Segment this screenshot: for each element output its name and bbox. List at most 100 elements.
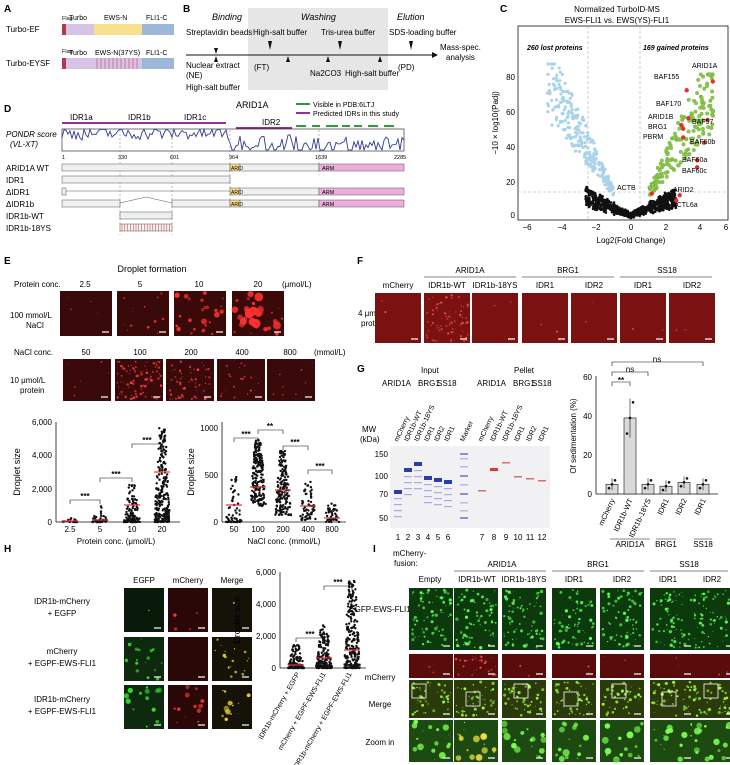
volcano-point-lost: [567, 133, 572, 137]
micrograph-i-merge-droplet: [450, 692, 452, 694]
micrograph-i-zoom-droplet: [417, 743, 424, 751]
droplet-point-50: [232, 489, 236, 493]
micrograph-protein-droplet: [90, 300, 92, 303]
micrograph-nacl: [63, 359, 111, 401]
micrograph-f-droplet: [466, 321, 469, 324]
volcano-point-gained: [669, 146, 674, 151]
h-point-3: [350, 583, 353, 586]
micrograph-h-droplet: [176, 722, 178, 724]
micrograph-nacl-droplet: [190, 378, 193, 381]
micrograph-nacl-droplet: [300, 368, 303, 371]
micrograph-i-egfp-droplet: [479, 646, 483, 650]
micrograph-i-merge-droplet: [491, 701, 495, 705]
svg-text:BRG1: BRG1: [587, 560, 609, 569]
micrograph-i-egfp-droplet: [414, 636, 416, 639]
svg-text:5: 5: [98, 525, 103, 534]
droplet-point-200: [284, 507, 287, 510]
micrograph-f-droplet: [493, 304, 496, 307]
h-point-3: [347, 581, 350, 585]
micrograph-nacl-droplet: [205, 368, 207, 371]
micrograph-i-merge-droplet: [522, 698, 526, 702]
volcano-point-ns: [615, 212, 619, 216]
micrograph-i-egfp-droplet: [534, 629, 538, 633]
micrograph-protein-droplet: [280, 317, 284, 320]
volcano-point-gained: [653, 183, 658, 188]
micrograph-i-egfp-droplet: [413, 615, 417, 619]
micrograph-i-merge-droplet: [670, 694, 673, 697]
micrograph-i-egfp-droplet: [654, 603, 656, 606]
input-band-faint: [394, 498, 402, 500]
micrograph-i-zoom-droplet: [526, 728, 529, 731]
volcano-point-lost: [586, 131, 590, 135]
micrograph-i-merge-droplet: [653, 682, 655, 684]
label-pbrm: PBRM: [643, 134, 663, 141]
micrograph-i-egfp-droplet: [699, 617, 702, 620]
volcano-point-ns: [611, 204, 615, 208]
droplet-point-20: [156, 460, 160, 464]
input-band-faint: [444, 488, 452, 490]
droplet-point-200: [276, 497, 279, 500]
droplet-point-100: [263, 487, 266, 491]
micrograph-h-droplet: [144, 661, 147, 663]
volcano-point-ns: [602, 198, 606, 202]
micrograph-i-egfp-droplet: [628, 597, 630, 599]
micrograph-nacl-droplet: [121, 393, 123, 395]
droplet-point-10: [132, 514, 136, 517]
micrograph-nacl-droplet: [135, 366, 137, 368]
volcano-point-lost: [570, 135, 575, 140]
droplet-point-20: [160, 472, 163, 475]
micrograph-f-droplet: [454, 328, 456, 330]
volcano-point-lost: [560, 72, 564, 77]
micrograph-i-egfp-droplet: [672, 645, 676, 649]
micrograph-i-mcherry-droplet: [527, 674, 530, 677]
volcano-point-lost: [555, 76, 559, 80]
micrograph-i-egfp-droplet: [627, 642, 631, 646]
droplet-point-400: [307, 517, 310, 520]
micrograph-i-egfp-droplet: [465, 626, 469, 630]
micrograph-nacl-droplet: [145, 384, 147, 387]
droplet-point-5: [99, 510, 103, 513]
mass-spec-label: Mass-spec.: [440, 43, 481, 52]
micrograph-i-egfp-droplet: [687, 638, 690, 641]
micrograph-protein-droplet: [239, 321, 245, 328]
droplet-point-100: [253, 443, 257, 446]
h-point-3: [346, 666, 349, 669]
svg-text:IDR2: IDR2: [613, 575, 632, 584]
volcano-point-gained: [672, 135, 677, 140]
micrograph-protein-droplet: [247, 290, 254, 298]
micrograph-i-merge-droplet: [503, 688, 507, 691]
volcano-point-gained: [701, 130, 706, 135]
droplet-point-10: [128, 499, 131, 502]
micrograph-i-egfp-droplet: [606, 609, 609, 612]
volcano-point-ns: [589, 203, 592, 207]
micrograph-i-egfp-droplet: [656, 623, 659, 626]
micrograph-h-droplet: [131, 642, 133, 644]
h-point-3: [345, 613, 349, 616]
droplet-point-20: [160, 452, 163, 456]
sed-point: [667, 481, 671, 484]
micrograph-protein-droplet: [244, 309, 254, 319]
micrograph-i-merge-droplet: [652, 701, 656, 705]
micrograph-i-mcherry-droplet: [718, 673, 721, 676]
sed-point: [613, 479, 617, 482]
volcano-point-lost: [558, 70, 562, 74]
micrograph-protein-droplet: [178, 315, 182, 318]
micrograph-i-egfp: [454, 588, 498, 650]
micrograph-i-merge-droplet: [419, 700, 422, 703]
micrograph-i-egfp-droplet: [516, 606, 519, 609]
micrograph-i-egfp-droplet: [724, 620, 728, 624]
micrograph-i-zoom-droplet: [634, 745, 638, 749]
micrograph-i-zoom-droplet: [434, 759, 436, 761]
sed-point: [682, 481, 686, 484]
micrograph-f-droplet: [426, 336, 429, 339]
volcano-point-gained: [681, 142, 686, 147]
droplet-point-20: [160, 465, 163, 468]
droplet-point-800: [327, 504, 330, 507]
h-point-3: [350, 644, 354, 648]
volcano-point-lost: [584, 123, 588, 127]
micrograph-nacl-droplet: [157, 377, 160, 380]
micrograph-f-droplet: [445, 325, 448, 327]
volcano-point-gained: [689, 140, 694, 145]
micrograph-f-droplet: [461, 316, 463, 319]
h-point-2: [321, 641, 325, 644]
